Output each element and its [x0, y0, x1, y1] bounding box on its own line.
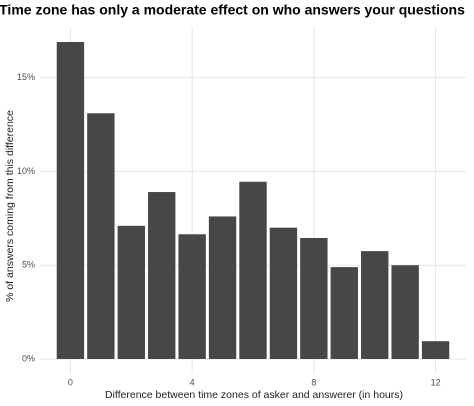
y-tick-label: 5%: [22, 260, 35, 270]
bar: [208, 216, 237, 359]
bar: [56, 42, 85, 359]
y-axis-title: % of answers coming from this difference: [4, 110, 16, 302]
y-tick-label: 10%: [17, 166, 35, 176]
x-tick-label: 0: [68, 377, 73, 387]
bar: [391, 265, 419, 359]
chart-title: Time zone has only a moderate effect on …: [0, 2, 465, 18]
bar: [148, 192, 176, 359]
bar: [330, 267, 358, 359]
bar: [361, 251, 389, 359]
y-tick-label: 0%: [22, 353, 35, 363]
x-tick-label: 8: [311, 377, 316, 387]
bar: [421, 341, 450, 359]
bar: [87, 113, 115, 359]
bar: [269, 227, 298, 359]
bar: [300, 238, 328, 359]
x-axis-title: Difference between time zones of asker a…: [105, 389, 403, 401]
x-tick-label: 12: [431, 377, 441, 387]
x-tick-label: 4: [190, 377, 195, 387]
y-tick-label: 15%: [17, 72, 35, 82]
bar: [239, 181, 267, 359]
bar: [117, 225, 145, 359]
bar: [178, 234, 206, 359]
